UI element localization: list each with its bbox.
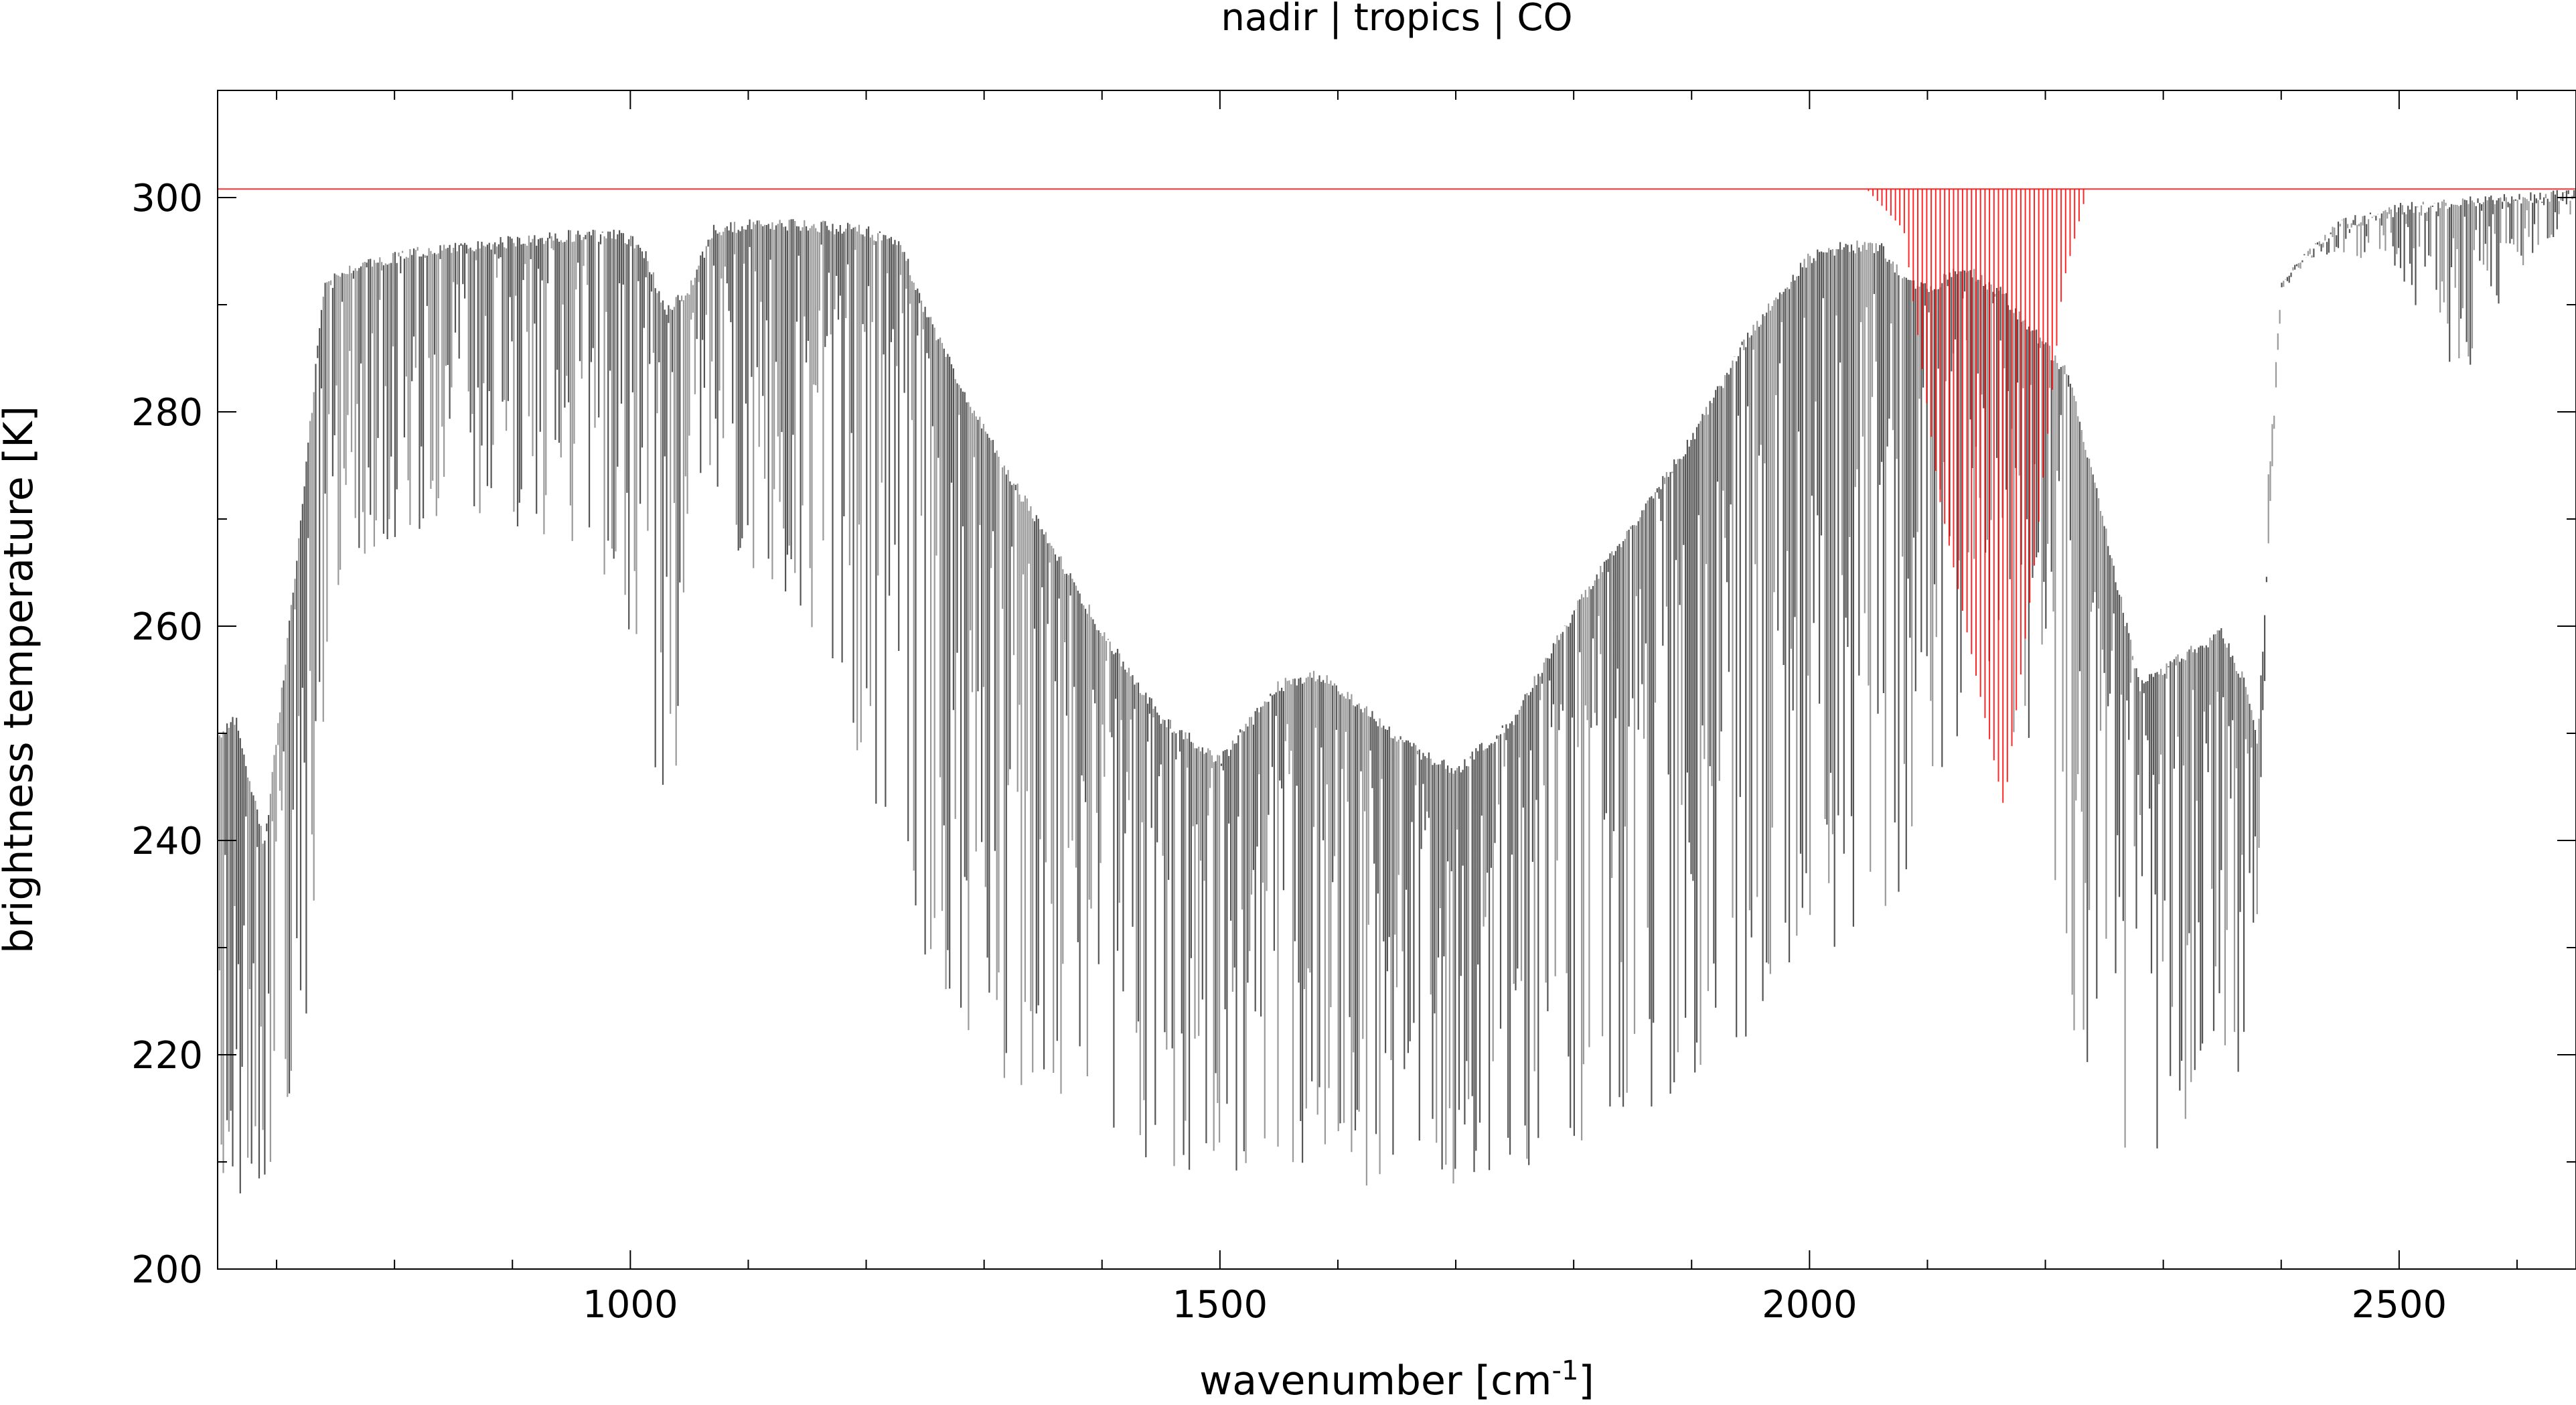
plot-frame [217, 90, 2576, 1270]
x-tick-label: 2000 [1762, 1283, 1858, 1327]
grey-spectrum-series [216, 190, 2576, 1193]
y-tick-label: 240 [131, 820, 203, 863]
y-tick-label: 300 [131, 177, 203, 220]
y-tick-label: 220 [131, 1034, 203, 1078]
y-axis-label: brightness temperature [K] [0, 406, 42, 954]
grey-spectrum-light [218, 190, 2576, 1186]
x-axis-label-tail: ] [1578, 1357, 1594, 1404]
co-absorption-lines [1868, 189, 2085, 803]
y-tick-label: 260 [131, 605, 203, 649]
x-axis-label-superscript: -1 [1552, 1355, 1579, 1386]
x-tick-label: 1000 [583, 1283, 678, 1327]
x-tick-label: 1500 [1172, 1283, 1268, 1327]
x-axis-ticks: 1000 1500 2000 2500 [276, 90, 2518, 1327]
y-tick-label: 200 [131, 1248, 203, 1292]
x-axis-label-main: wavenumber [cm [1199, 1357, 1551, 1404]
x-axis-label: wavenumber [cm-1] [1199, 1355, 1594, 1404]
co-spectrum-series [218, 188, 2576, 803]
y-axis-ticks: 200 220 240 260 280 300 [131, 90, 2576, 1292]
x-tick-label: 2500 [2352, 1283, 2447, 1327]
y-tick-label: 280 [131, 391, 203, 435]
chart-title: nadir | tropics | CO [1221, 0, 1572, 40]
